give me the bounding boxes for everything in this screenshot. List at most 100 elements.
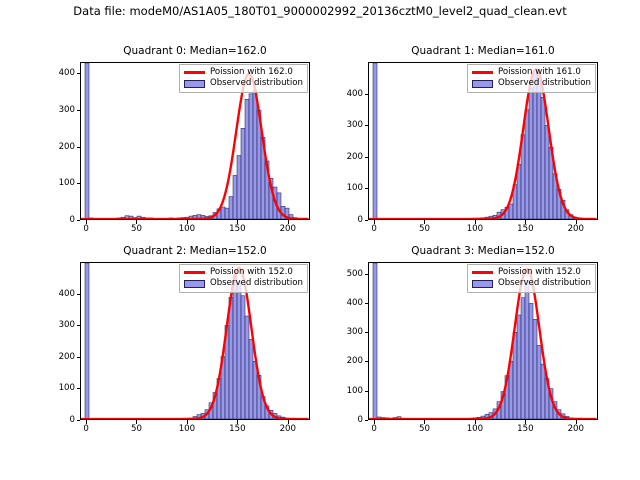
x-tick-mark: [86, 220, 88, 224]
histogram-bar: [508, 203, 514, 219]
y-tick-label: 300: [346, 327, 363, 338]
histogram-bar: [228, 297, 234, 419]
x-tick-label: 150: [229, 224, 246, 234]
legend-entry-poisson: Poission with 161.0: [471, 67, 591, 78]
y-tick-label: 0: [357, 215, 363, 225]
histogram-bar: [84, 263, 90, 419]
y-tick-mark: [76, 325, 80, 327]
y-tick-mark: [364, 420, 368, 421]
poisson-curve: [369, 267, 597, 419]
histogram-bar: [524, 280, 530, 419]
y-tick-mark: [76, 356, 80, 358]
poisson-curve: [369, 68, 597, 219]
y-tick-mark: [364, 390, 368, 392]
x-tick-label: 100: [178, 224, 196, 234]
y-tick-mark: [364, 220, 368, 221]
histogram-bar: [528, 303, 534, 419]
y-tick-mark: [364, 361, 368, 363]
histogram-bar: [524, 109, 530, 219]
y-tick-label: 400: [58, 68, 75, 79]
y-tick-label: 200: [58, 141, 75, 152]
histogram-quadrant-2: [81, 263, 309, 419]
x-tick-mark: [575, 420, 577, 424]
legend-patch-swatch-icon: [471, 79, 493, 88]
legend-line-swatch-icon: [471, 271, 493, 274]
x-tick-mark: [287, 420, 289, 424]
y-tick-mark: [364, 188, 368, 190]
y-tick-label: 100: [58, 383, 75, 394]
x-tick-label: 0: [371, 424, 377, 434]
y-tick-label: 400: [346, 88, 363, 99]
y-tick-label: 0: [357, 415, 363, 425]
subplot-quadrant-1: Quadrant 1: Median=161.0 Poission with 1…: [347, 45, 598, 234]
y-tick-mark: [76, 109, 80, 111]
x-tick-label: 150: [229, 424, 246, 434]
x-tick-label: 0: [371, 224, 377, 234]
x-tick-mark: [237, 420, 239, 424]
y-tick-mark: [76, 220, 80, 221]
y-tick-label: 300: [58, 320, 75, 331]
histogram-bar: [372, 63, 378, 219]
histogram-bar: [248, 93, 254, 219]
legend-entry-observed: Observed distribution: [471, 78, 591, 89]
histogram-bar: [228, 196, 234, 219]
histogram-quadrant-1: [369, 63, 597, 219]
subplot-quadrant-2: Quadrant 2: Median=152.0 Poission with 1…: [59, 245, 310, 434]
subplot-quadrant-3: Quadrant 3: Median=152.0 Poission with 1…: [347, 245, 598, 434]
figure-title: Data file: modeM0/AS1A05_180T01_90000029…: [73, 4, 567, 18]
x-tick-mark: [374, 220, 376, 224]
x-tick-label: 150: [517, 224, 534, 234]
legend-entry-observed: Observed distribution: [183, 78, 303, 89]
x-tick-label: 0: [83, 424, 89, 434]
x-tick-label: 50: [131, 224, 142, 234]
x-tick-mark: [186, 220, 188, 224]
subplot-quadrant-0: Quadrant 0: Median=162.0 Poission with 1…: [59, 45, 310, 234]
y-tick-mark: [364, 302, 368, 304]
subplot-title-quadrant-2: Quadrant 2: Median=152.0: [123, 245, 267, 257]
legend-label-poisson: Poission with 152.0: [209, 267, 293, 277]
y-tick-mark: [76, 388, 80, 390]
histogram-bar: [516, 314, 522, 419]
x-tick-label: 150: [517, 424, 534, 434]
legend-entry-observed: Observed distribution: [471, 278, 591, 289]
x-tick-mark: [424, 220, 426, 224]
histogram-quadrant-3: [369, 263, 597, 419]
histogram-bar: [240, 128, 246, 219]
legend-label-observed: Observed distribution: [497, 78, 591, 88]
histogram-bar: [284, 207, 290, 219]
histogram-bar: [232, 275, 238, 419]
histogram-bar: [372, 263, 378, 419]
legend-label-poisson: Poission with 162.0: [209, 67, 293, 77]
histogram-bar: [540, 97, 546, 219]
histogram-bar: [84, 63, 90, 219]
legend-patch-swatch-icon: [183, 79, 205, 88]
x-tick-mark: [424, 420, 426, 424]
y-tick-label: 0: [69, 215, 75, 225]
legend-patch-swatch-icon: [183, 279, 205, 288]
x-tick-label: 0: [83, 224, 89, 234]
x-tick-mark: [525, 220, 527, 224]
x-tick-label: 50: [131, 424, 142, 434]
legend-entry-poisson: Poission with 152.0: [183, 267, 303, 278]
x-tick-label: 100: [466, 424, 484, 434]
legend-entry-observed: Observed distribution: [183, 278, 303, 289]
x-tick-mark: [136, 220, 138, 224]
y-tick-mark: [364, 273, 368, 275]
subplot-title-quadrant-0: Quadrant 0: Median=162.0: [123, 45, 267, 57]
x-tick-mark: [374, 420, 376, 424]
y-tick-mark: [364, 125, 368, 127]
legend-quadrant-2: Poission with 152.0 Observed distributio…: [178, 264, 308, 293]
legend-line-swatch-icon: [471, 71, 493, 74]
x-tick-label: 200: [279, 224, 296, 234]
legend-entry-poisson: Poission with 152.0: [471, 267, 591, 278]
legend-line-swatch-icon: [183, 71, 205, 74]
legend-quadrant-1: Poission with 161.0 Observed distributio…: [466, 64, 596, 93]
y-tick-label: 300: [58, 104, 75, 115]
y-tick-label: 100: [346, 385, 363, 396]
histogram-bar: [236, 281, 242, 419]
histogram-bar: [532, 319, 538, 419]
histogram-bar: [536, 345, 542, 419]
histogram-bar: [240, 295, 246, 419]
histogram-bar: [528, 87, 534, 219]
legend-label-poisson: Poission with 161.0: [497, 67, 581, 77]
